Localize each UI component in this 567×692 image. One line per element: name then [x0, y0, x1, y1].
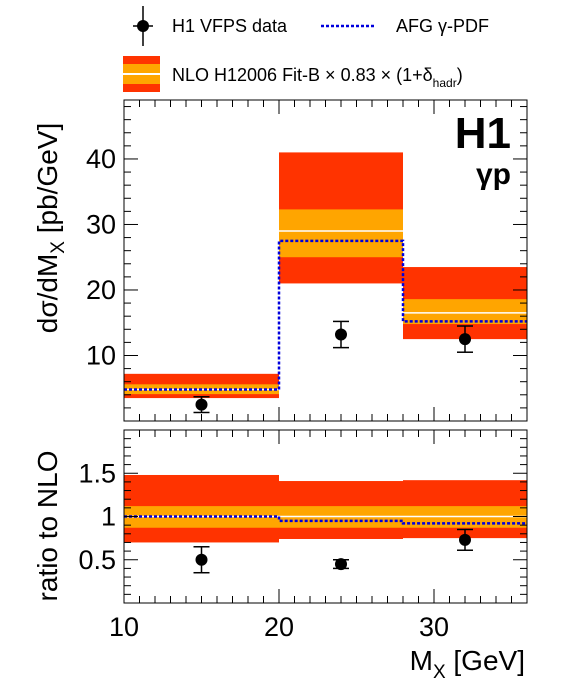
upper-y-tick-label-4: 40: [86, 144, 116, 174]
upper-y-axis-unit: [pb/GeV]: [32, 123, 63, 241]
upper-nlo-inner-band-3: [403, 299, 527, 325]
upper-data-point-3: [459, 333, 471, 346]
experiment-label: H1: [455, 109, 511, 158]
legend-nlo-suffix: ): [457, 65, 463, 85]
legend-data-label: H1 VFPS data: [172, 16, 288, 36]
lower-x-ticks: 10 20 30: [109, 430, 528, 642]
lower-y-ticks: 0.5 1 1.5: [78, 429, 527, 604]
upper-afg-step-line: [124, 239, 527, 391]
upper-y-tick-label-1: 10: [86, 340, 116, 370]
upper-y-axis-main: dσ/dM: [32, 254, 63, 334]
legend-nlo-label: NLO H12006 Fit-B × 0.83 × (1+δhadr): [172, 65, 463, 90]
x-axis-sub: X: [433, 662, 446, 683]
upper-bands: [124, 152, 527, 399]
lower-y-tick-label-1: 0.5: [78, 545, 116, 575]
lower-y-tick-label-2: 1: [101, 502, 116, 532]
legend-data-marker: [133, 6, 153, 46]
legend: H1 VFPS data AFG γ-PDF NLO H12006 Fit-B …: [123, 6, 489, 92]
process-label: γp: [476, 158, 511, 191]
legend-afg-label: AFG γ-PDF: [396, 16, 489, 36]
legend-nlo-main: NLO H12006 Fit-B × 0.83 × (1+δ: [172, 65, 433, 85]
lower-data-point-2: [335, 558, 347, 571]
lower-data-points: [193, 528, 473, 574]
lower-data-point-1: [195, 553, 208, 566]
lower-x-tick-label-2: 20: [264, 612, 294, 642]
upper-afg-curve: [124, 239, 527, 391]
x-axis-unit: [GeV]: [446, 645, 525, 676]
upper-y-axis-title: dσ/dMX [pb/GeV]: [32, 123, 69, 334]
upper-data-points: [193, 320, 473, 414]
upper-x-ticks: [123, 100, 528, 421]
lower-y-tick-label-3: 1.5: [78, 458, 116, 488]
legend-nlo-subscript: hadr: [433, 76, 457, 90]
upper-y-tick-label-2: 20: [86, 275, 116, 305]
lower-afg-step-line: [124, 515, 527, 525]
upper-y-axis-sub: X: [48, 241, 69, 254]
lower-x-tick-label-1: 10: [109, 612, 139, 642]
lower-panel: 0.5 1 1.5 10 20 30 ratio to NLO MX [GeV]: [32, 429, 528, 683]
x-axis-title: MX [GeV]: [410, 645, 525, 683]
upper-data-point-1: [195, 398, 208, 411]
lower-y-axis-title: ratio to NLO: [32, 451, 63, 602]
upper-panel: 10 20 30 40 H1 γp dσ/dMX [pb/GeV]: [32, 99, 528, 422]
lower-afg-curve: [124, 515, 527, 525]
x-axis-main: M: [410, 645, 433, 676]
upper-y-ticks: 10 20 30 40: [86, 106, 527, 422]
upper-data-point-2: [335, 328, 347, 341]
upper-nlo-inner-band-2: [279, 209, 403, 258]
lower-bands: [124, 474, 527, 543]
upper-y-tick-label-3: 30: [86, 209, 116, 239]
lower-data-point-3: [459, 533, 471, 546]
legend-nlo-swatch: [123, 56, 160, 92]
lower-x-tick-label-3: 30: [419, 612, 449, 642]
